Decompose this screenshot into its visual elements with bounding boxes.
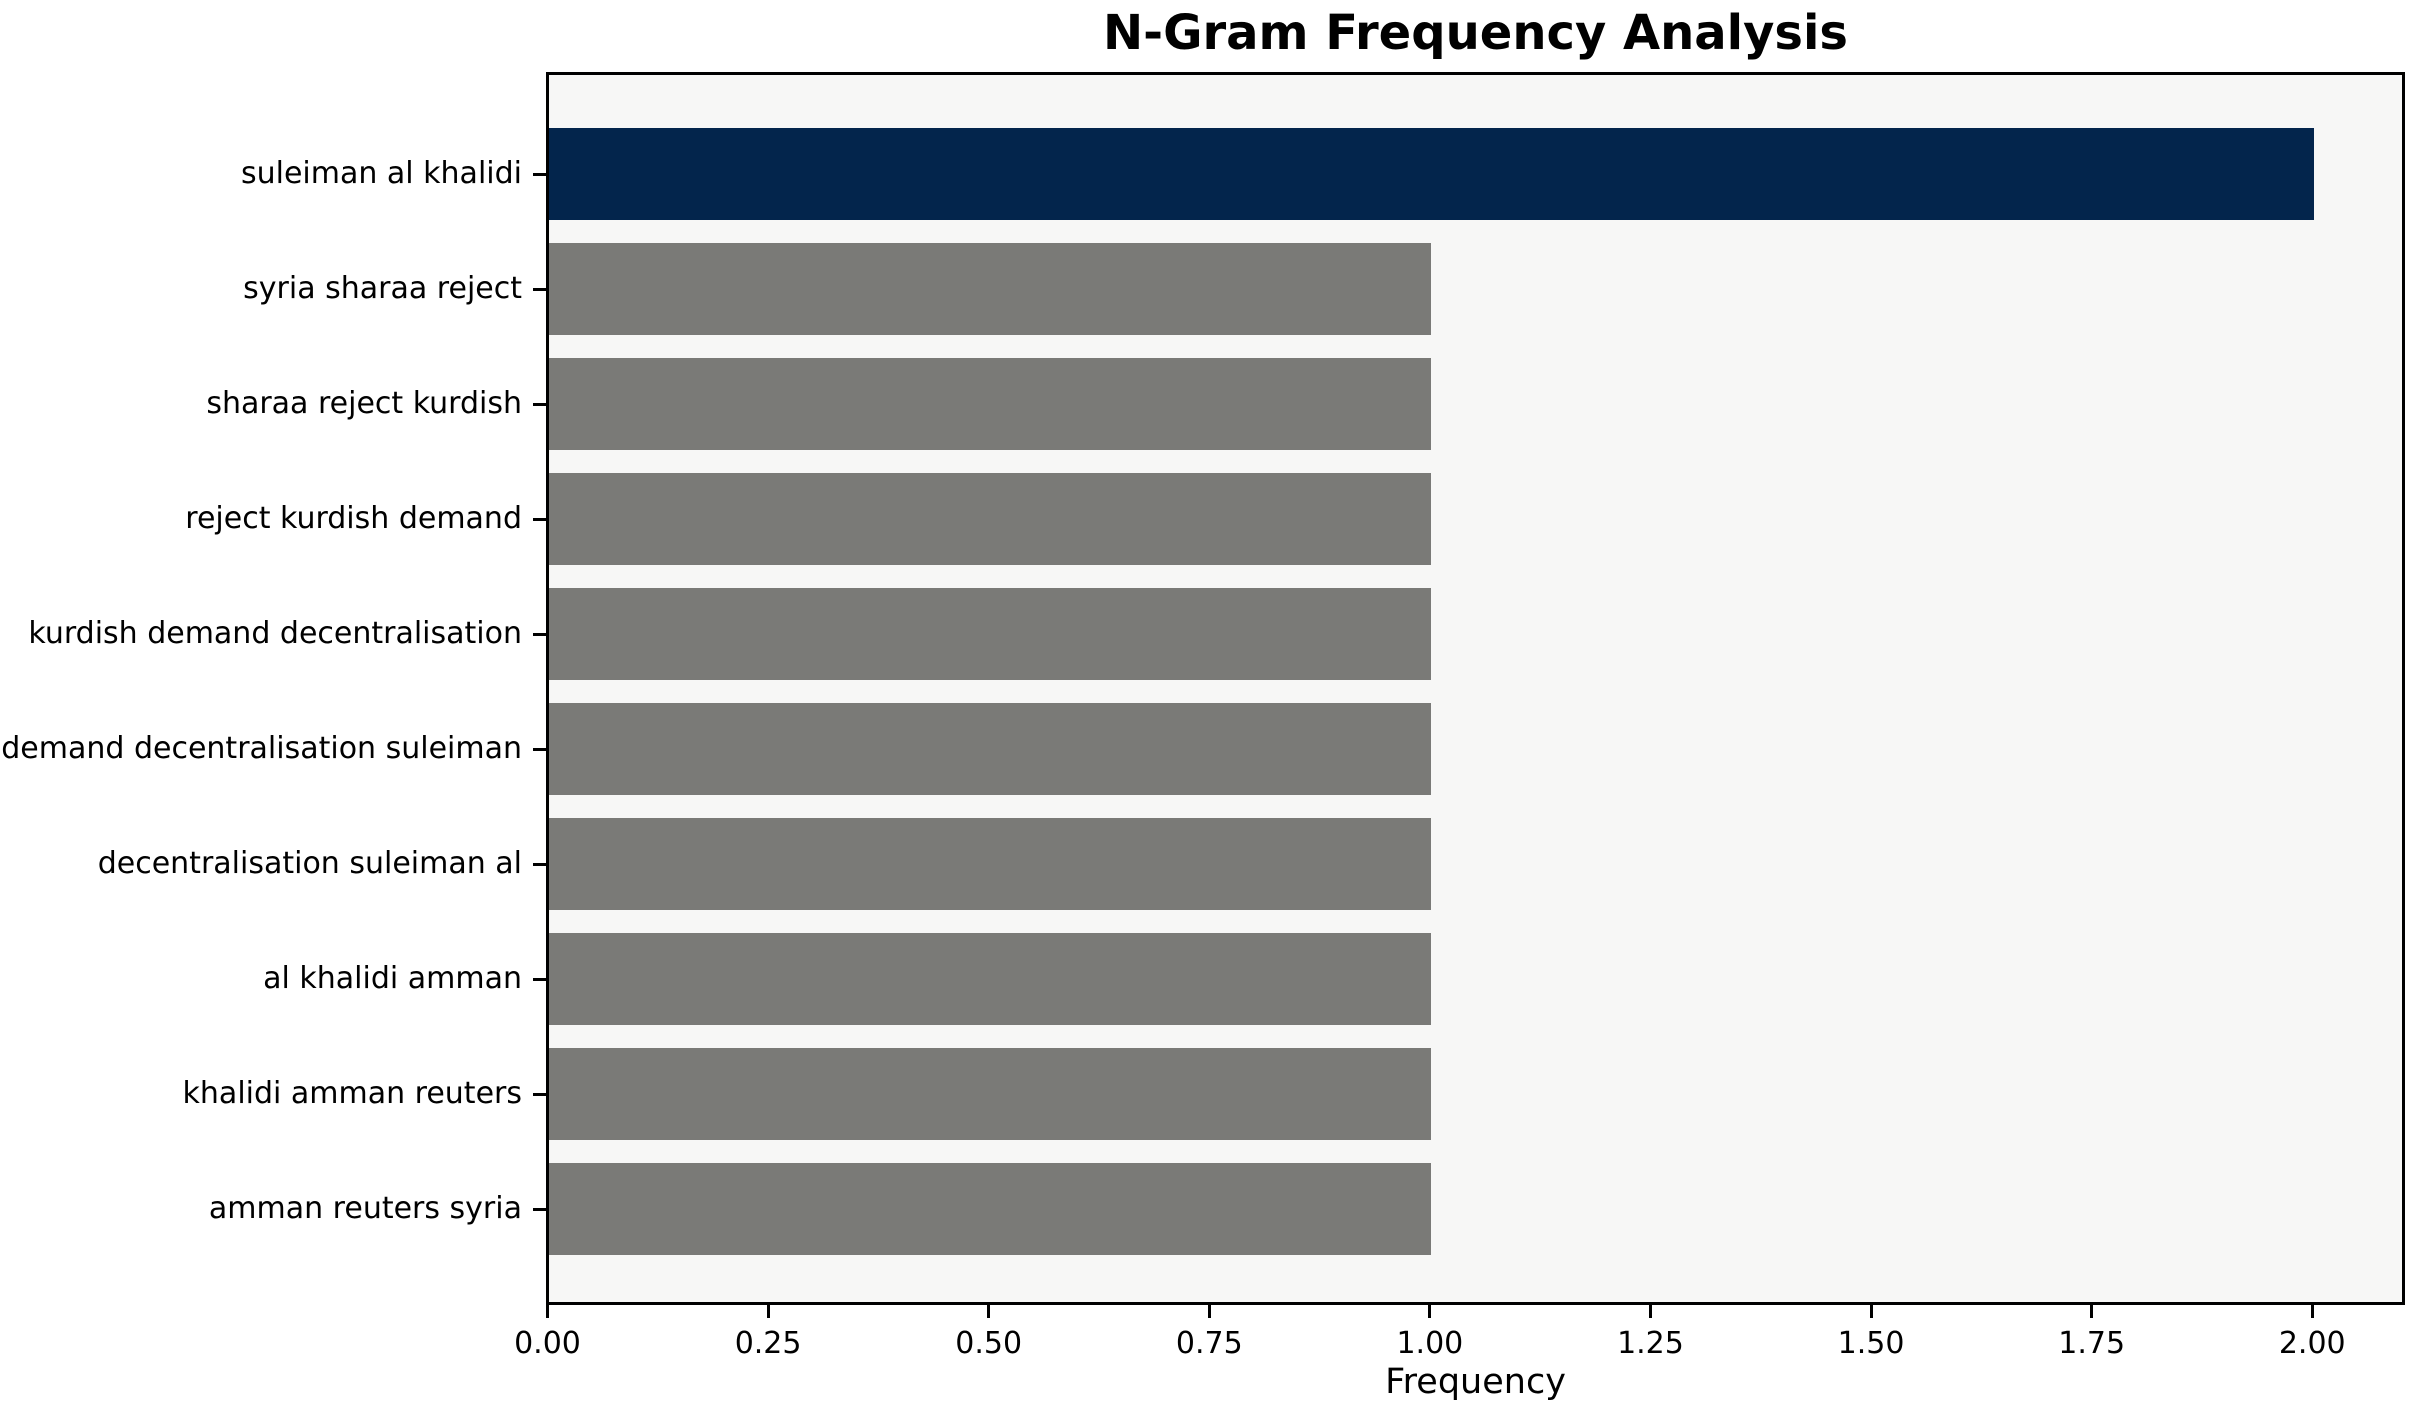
- x-tick-label: 1.75: [2058, 1326, 2126, 1361]
- bar: [549, 473, 1431, 565]
- x-tick-mark: [987, 1305, 991, 1318]
- y-tick-mark: [533, 862, 546, 866]
- x-tick-label: 1.00: [1396, 1326, 1464, 1361]
- y-tick-mark: [533, 287, 546, 291]
- bar: [549, 1048, 1431, 1140]
- x-tick-label: 1.50: [1837, 1326, 1905, 1361]
- x-tick-label: 0.00: [514, 1326, 581, 1361]
- x-tick-label: 0.75: [1175, 1326, 1243, 1361]
- bar: [549, 243, 1431, 335]
- bar: [549, 933, 1431, 1025]
- x-tick-mark: [1207, 1305, 1211, 1318]
- y-tick-mark: [533, 172, 546, 176]
- chart-title: N-Gram Frequency Analysis: [1103, 5, 1848, 61]
- x-tick-mark: [766, 1305, 770, 1318]
- y-tick-mark: [533, 977, 546, 981]
- x-tick-label: 1.25: [1617, 1326, 1684, 1361]
- x-tick-mark: [1428, 1305, 1432, 1318]
- y-tick-mark: [533, 1092, 546, 1096]
- x-axis-title: Frequency: [1385, 1362, 1566, 1402]
- y-tick-mark: [533, 747, 546, 751]
- y-tick-label: demand decentralisation suleiman: [1, 731, 522, 766]
- y-tick-label: decentralisation suleiman al: [97, 846, 522, 881]
- x-tick-mark: [2090, 1305, 2094, 1318]
- y-tick-label: syria sharaa reject: [243, 271, 522, 306]
- bar: [549, 128, 2314, 220]
- y-tick-label: kurdish demand decentralisation: [28, 616, 522, 651]
- x-tick-mark: [1648, 1305, 1652, 1318]
- bar: [549, 358, 1431, 450]
- plot-area: [546, 72, 2405, 1305]
- x-tick-mark: [2310, 1305, 2314, 1318]
- bar: [549, 703, 1431, 795]
- bar: [549, 818, 1431, 910]
- y-tick-label: al khalidi amman: [263, 961, 522, 996]
- y-tick-label: amman reuters syria: [208, 1191, 522, 1226]
- bar: [549, 588, 1431, 680]
- y-tick-label: sharaa reject kurdish: [206, 386, 522, 421]
- y-tick-mark: [533, 402, 546, 406]
- y-tick-mark: [533, 517, 546, 521]
- y-tick-label: reject kurdish demand: [185, 501, 522, 536]
- x-tick-mark: [1869, 1305, 1873, 1318]
- x-tick-mark: [546, 1305, 549, 1318]
- y-tick-mark: [533, 632, 546, 636]
- x-tick-label: 2.00: [2278, 1326, 2346, 1361]
- y-tick-mark: [533, 1207, 546, 1211]
- y-tick-label: khalidi amman reuters: [182, 1076, 522, 1111]
- y-tick-label: suleiman al khalidi: [240, 156, 522, 191]
- x-tick-label: 0.50: [955, 1326, 1023, 1361]
- x-tick-label: 0.25: [734, 1326, 802, 1361]
- bar: [549, 1163, 1431, 1255]
